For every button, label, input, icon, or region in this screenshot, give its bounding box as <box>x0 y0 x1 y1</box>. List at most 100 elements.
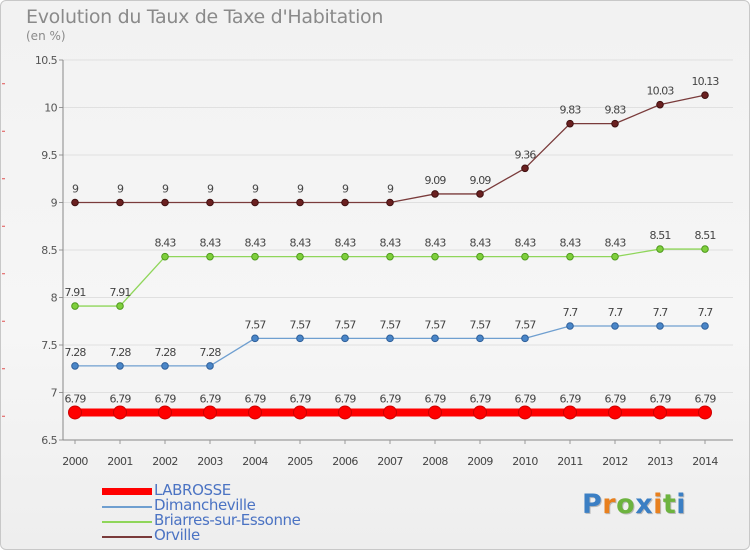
data-point <box>206 252 214 261</box>
data-point <box>158 405 172 420</box>
data-point <box>656 100 664 109</box>
data-label: 6.79 <box>380 392 402 405</box>
data-label: 9 <box>342 183 349 196</box>
data-point <box>701 245 709 253</box>
data-point <box>653 405 667 420</box>
data-label: 9.09 <box>425 174 447 187</box>
data-point <box>701 91 709 99</box>
y-tick-label: 9 <box>51 197 58 210</box>
legend-swatch-labrosse <box>102 488 152 495</box>
data-label: 6.79 <box>515 392 537 405</box>
chart-unit-label: (en %) <box>26 29 66 43</box>
data-point <box>251 198 259 207</box>
data-point <box>296 198 304 207</box>
data-point <box>206 198 214 207</box>
data-point <box>251 334 259 343</box>
data-label: 9.83 <box>560 104 582 117</box>
data-label: 8.43 <box>470 237 492 250</box>
data-point <box>113 405 127 420</box>
data-point <box>341 198 349 207</box>
data-label: 7.57 <box>380 318 402 331</box>
data-label: 6.79 <box>560 392 582 405</box>
data-point <box>428 405 442 420</box>
x-tick-label: 2014 <box>692 455 718 468</box>
data-label: 7.7 <box>698 306 714 319</box>
data-label: 7.28 <box>155 346 177 359</box>
y-tick-label: 10.5 <box>35 54 58 67</box>
data-label: 6.79 <box>110 392 132 405</box>
data-label: 9 <box>117 183 124 196</box>
y-tick-label: 7.5 <box>41 339 57 352</box>
data-point <box>251 252 259 261</box>
data-point <box>656 245 664 253</box>
data-point <box>611 119 619 128</box>
x-tick-label: 2013 <box>647 455 673 468</box>
data-point <box>206 362 214 370</box>
data-point <box>566 119 574 128</box>
data-point <box>116 362 124 370</box>
x-tick-label: 2001 <box>107 455 133 468</box>
chart-title: Evolution du Taux de Taxe d'Habitation <box>26 6 384 28</box>
data-label: 9 <box>252 183 259 196</box>
logo-letter: i <box>653 489 663 520</box>
data-label: 6.79 <box>245 392 267 405</box>
data-label: 9.36 <box>515 148 537 161</box>
data-point <box>386 334 394 343</box>
data-label: 7.57 <box>335 318 357 331</box>
x-tick-label: 2007 <box>377 455 403 468</box>
logo-letter: o <box>616 489 636 520</box>
legend-swatch-briarres <box>102 521 152 523</box>
x-tick-label: 2008 <box>422 455 448 468</box>
data-label: 7.91 <box>65 286 86 299</box>
data-point <box>431 190 439 198</box>
data-point <box>476 252 484 261</box>
y-tick-label: 6.5 <box>41 434 57 447</box>
data-label: 6.79 <box>470 392 492 405</box>
data-point <box>203 405 217 420</box>
data-point <box>656 322 664 330</box>
y-tick-label: 10 <box>44 102 57 115</box>
data-label: 6.79 <box>650 392 672 405</box>
data-point <box>701 322 709 330</box>
y-tick-label: 8.5 <box>41 244 57 257</box>
data-point <box>338 405 352 420</box>
data-point <box>386 198 394 207</box>
data-point <box>116 198 124 207</box>
legend-swatch-dimancheville <box>102 506 152 508</box>
legend-swatch-orville <box>102 536 152 538</box>
data-label: 7.7 <box>563 306 579 319</box>
logo-letter: x <box>635 489 654 520</box>
y-tick-label: 9.5 <box>41 149 57 162</box>
data-point <box>68 405 82 420</box>
data-point <box>521 164 529 173</box>
x-tick-label: 2009 <box>467 455 493 468</box>
data-point <box>248 405 262 420</box>
data-label: 9 <box>387 183 394 196</box>
data-label: 8.43 <box>515 237 537 250</box>
data-label: 8.51 <box>695 229 716 242</box>
data-point <box>521 334 529 343</box>
data-point <box>608 405 622 420</box>
data-label: 7.7 <box>653 306 669 319</box>
data-label: 6.79 <box>200 392 222 405</box>
logo-letter: r <box>602 489 617 520</box>
data-point <box>431 334 439 343</box>
data-label: 8.43 <box>200 237 222 250</box>
data-label: 6.79 <box>695 392 717 405</box>
legend-label-orville: Orville <box>154 526 200 544</box>
data-label: 7.57 <box>245 318 267 331</box>
logo-letter: i <box>676 489 687 520</box>
data-point <box>116 302 124 310</box>
data-label: 8.43 <box>605 237 627 250</box>
data-point <box>383 405 397 420</box>
data-point <box>296 252 304 261</box>
data-point <box>521 252 529 261</box>
data-label: 7.91 <box>110 286 131 299</box>
data-point <box>71 302 79 310</box>
data-point <box>293 405 307 420</box>
x-tick-label: 2011 <box>557 455 583 468</box>
data-label: 8.43 <box>335 237 357 250</box>
data-label: 8.43 <box>155 237 177 250</box>
